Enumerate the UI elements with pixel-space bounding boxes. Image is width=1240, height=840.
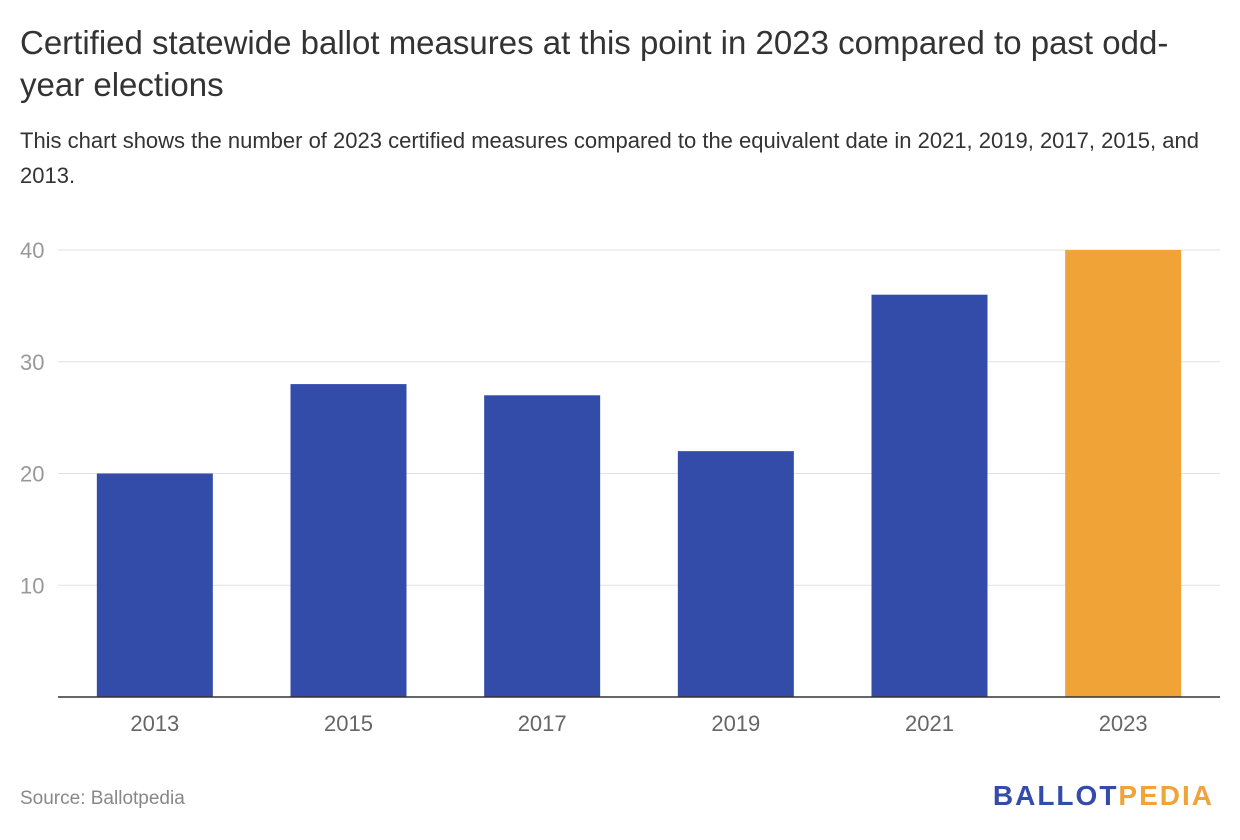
logo-pedia-text: PEDIA	[1118, 780, 1214, 811]
x-tick-label: 2023	[1099, 711, 1148, 736]
bar-2019	[677, 451, 794, 697]
chart-title: Certified statewide ballot measures at t…	[20, 24, 1169, 103]
logo-ballot-text: BALLOT	[992, 780, 1119, 811]
bar-2021	[871, 294, 988, 697]
x-tick-label: 2015	[324, 711, 373, 736]
x-tick-label: 2019	[711, 711, 760, 736]
x-tick-label: 2021	[905, 711, 954, 736]
y-tick-label: 10	[20, 573, 44, 598]
bar-2017	[484, 395, 601, 697]
y-tick-label: 40	[20, 238, 44, 263]
bar-2023	[1065, 250, 1182, 697]
x-tick-label: 2013	[130, 711, 179, 736]
y-axis-ticks: 10 20 30 40	[20, 238, 44, 598]
gridlines	[58, 249, 1220, 586]
ballotpedia-logo: BALLOTPEDIA	[993, 780, 1214, 812]
source-note: Source: Ballotpedia	[20, 788, 185, 809]
bars	[96, 250, 1182, 697]
chart-subtitle: This chart shows the number of 2023 cert…	[20, 128, 1199, 188]
bar-2013	[96, 473, 213, 697]
x-axis-labels: 2013 2015 2017 2019 2021 2023	[130, 711, 1147, 736]
bar-2015	[290, 384, 407, 697]
x-tick-label: 2017	[518, 711, 567, 736]
y-tick-label: 30	[20, 350, 44, 375]
y-tick-label: 20	[20, 462, 44, 487]
